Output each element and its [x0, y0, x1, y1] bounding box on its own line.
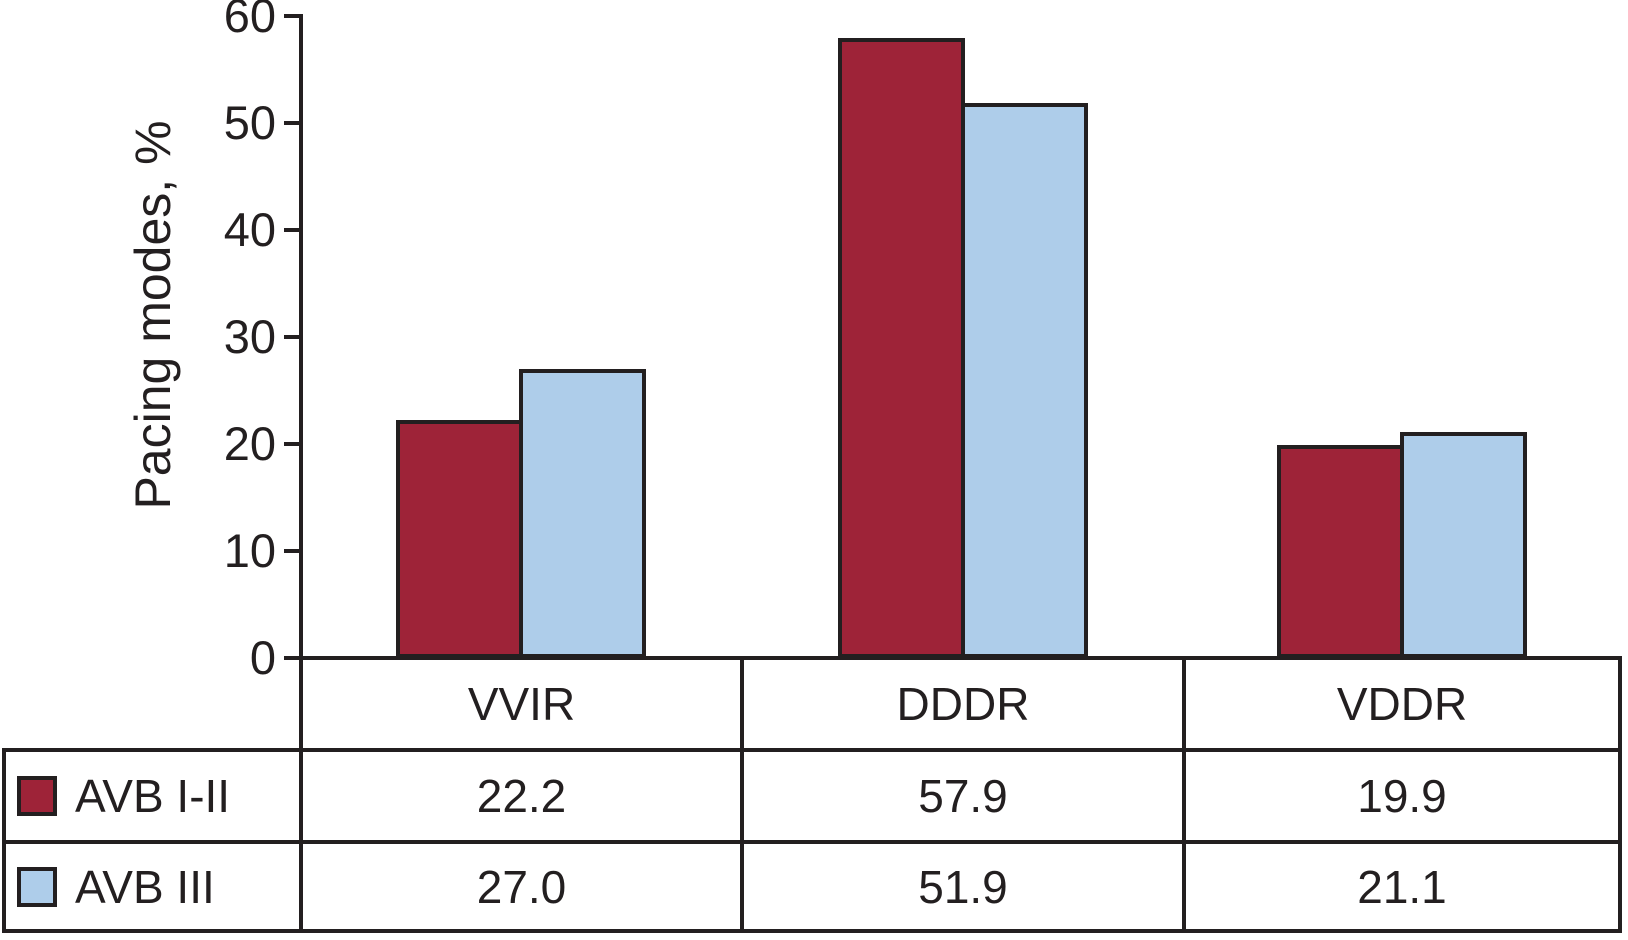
bar-avb-iii-vddr [1400, 432, 1527, 658]
y-tick-mark [284, 442, 301, 446]
y-tick-label: 20 [223, 417, 276, 470]
value-cell-avb-i-ii-vddr: 19.9 [1357, 770, 1447, 822]
x-axis-baseline [299, 656, 1622, 660]
legend-label: AVB I-II [75, 770, 231, 822]
value-cell-avb-iii-vvir: 27.0 [476, 860, 567, 913]
avb-i-ii-color-swatch-icon [17, 776, 57, 816]
y-tick-label: 50 [223, 96, 276, 149]
table-border [740, 656, 744, 933]
bar-avb-i-ii-dddr [838, 38, 965, 658]
value-cell-avb-iii-dddr: 51.9 [918, 860, 1008, 913]
table-border [1182, 656, 1186, 933]
y-tick-mark [284, 121, 301, 125]
table-border [2, 748, 6, 933]
table-border [4, 748, 1622, 752]
y-tick-mark [284, 549, 301, 553]
y-tick-mark [284, 14, 301, 18]
bar-avb-iii-dddr [961, 103, 1088, 658]
y-axis-line [299, 14, 303, 933]
value-cell-avb-i-ii-dddr: 57.9 [918, 770, 1008, 822]
y-tick-mark [284, 335, 301, 339]
legend-row-avb-iii: AVB III [4, 844, 299, 929]
table-border [4, 840, 1622, 844]
y-tick-label: 0 [249, 631, 276, 684]
y-tick-label: 40 [223, 203, 276, 256]
table-border [4, 929, 1622, 933]
y-tick-label: 30 [223, 310, 276, 363]
y-tick-label: 60 [223, 0, 276, 42]
table-border [1618, 656, 1622, 933]
value-cell-avb-i-ii-vvir: 22.2 [476, 770, 567, 822]
legend-row-avb-i-ii: AVB I-II [4, 752, 299, 840]
category-header-vvir: VVIR [467, 678, 576, 730]
bar-avb-iii-vvir [519, 369, 646, 658]
avb-iii-color-swatch-icon [17, 866, 57, 907]
y-tick-label: 10 [223, 524, 276, 577]
legend-label: AVB III [75, 860, 215, 913]
value-cell-avb-iii-vddr: 21.1 [1357, 860, 1447, 913]
bar-avb-i-ii-vddr [1277, 445, 1404, 658]
y-tick-mark [284, 228, 301, 232]
category-header-dddr: DDDR [896, 678, 1030, 730]
y-tick-mark [284, 656, 301, 660]
category-header-vddr: VDDR [1336, 678, 1468, 730]
bar-avb-i-ii-vvir [396, 420, 523, 658]
